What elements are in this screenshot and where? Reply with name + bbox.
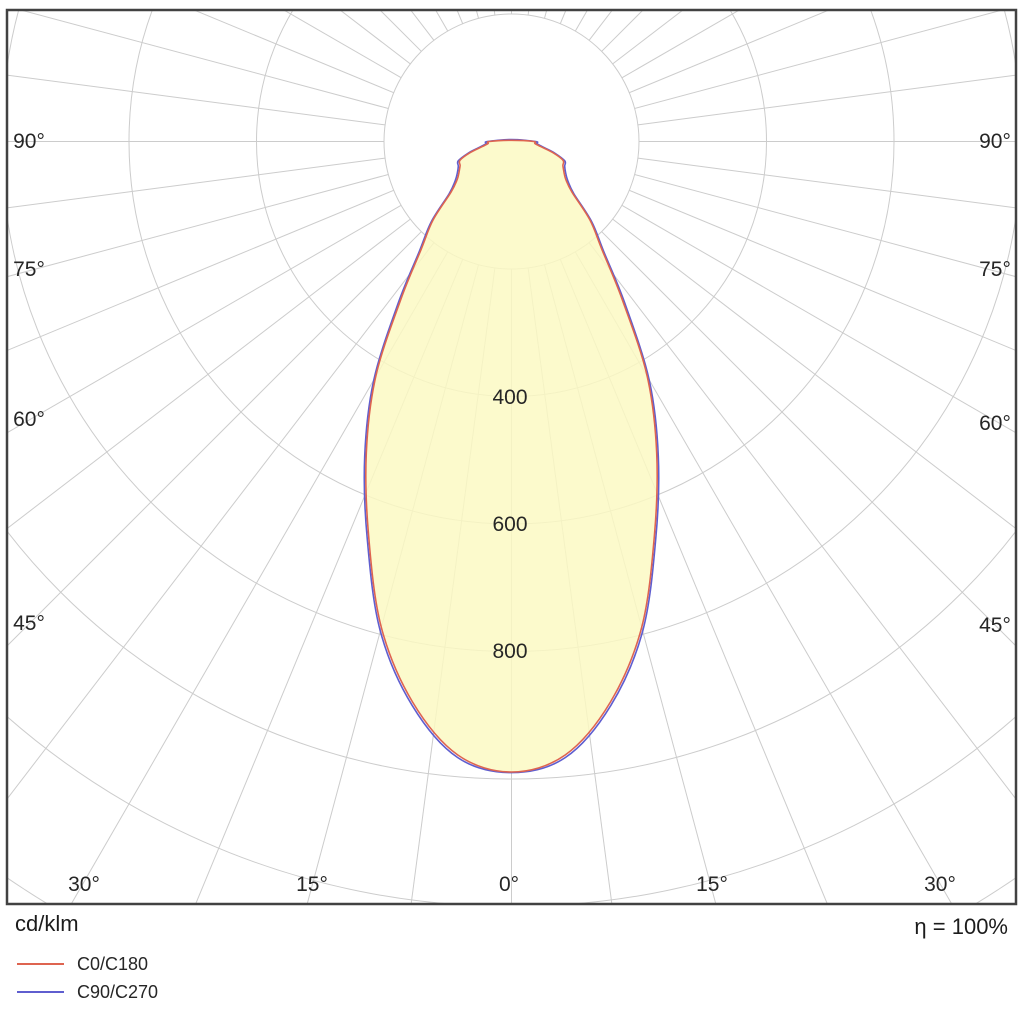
intensity-curves: [363, 138, 660, 774]
angle-label-right-45: 45°: [979, 614, 1011, 637]
angle-label-left-75: 75°: [13, 258, 45, 281]
plot-frame: [5, 8, 1018, 906]
angle-label-bottom-right-15: 15°: [696, 873, 728, 896]
angle-label-bottom-right-30: 30°: [924, 873, 956, 896]
angle-label-right-60: 60°: [979, 412, 1011, 435]
beam-fill: [365, 140, 658, 773]
angle-label-left-90: 90°: [13, 130, 45, 153]
ring-label-400: 400: [492, 386, 527, 409]
ring-label-600: 600: [492, 513, 527, 536]
angle-label-left-45: 45°: [13, 612, 45, 635]
angle-label-bottom-left-30: 30°: [68, 873, 100, 896]
angle-label-right-90: 90°: [979, 130, 1011, 153]
legend-item-c90-c270: C90/C270: [17, 978, 158, 1006]
axis-labels: 90° 75° 60° 45° 90° 75° 60° 45° 30° 15° …: [13, 130, 1011, 896]
legend-label-c90-c270: C90/C270: [77, 981, 159, 1002]
curve-c0-c180: [364, 139, 659, 773]
ring-label-800: 800: [492, 640, 527, 663]
angle-label-bottom-left-15: 15°: [296, 873, 328, 896]
axis-unit-label: cd/klm: [15, 911, 79, 936]
efficiency-label: η = 100%: [914, 914, 1008, 939]
legend-line-c0-c180: [17, 963, 64, 965]
angle-label-left-60: 60°: [13, 408, 45, 431]
legend-line-c90-c270: [17, 991, 64, 993]
legend-label-c0-c180: C0/C180: [77, 953, 149, 974]
angle-label-right-75: 75°: [979, 258, 1011, 281]
angle-label-bottom-0: 0°: [499, 873, 519, 896]
legend-item-c0-c180: C0/C180: [17, 950, 158, 978]
legend: C0/C180 C90/C270: [17, 950, 158, 1006]
